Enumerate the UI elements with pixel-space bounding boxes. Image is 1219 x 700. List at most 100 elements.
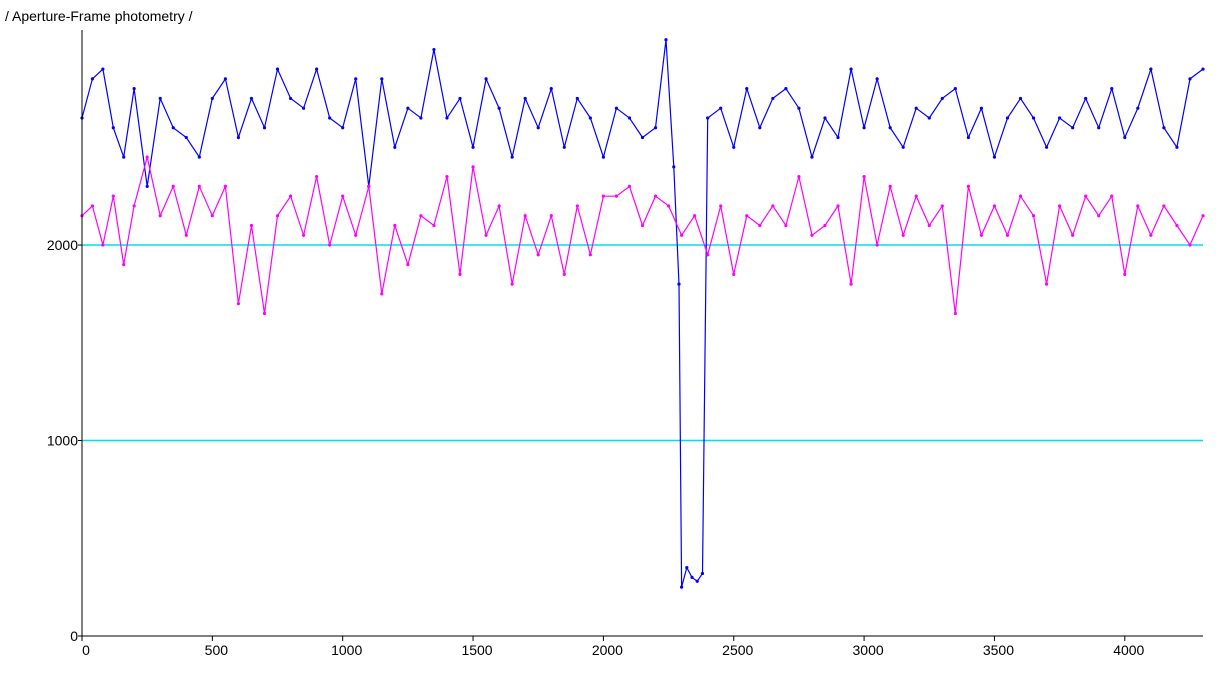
data-point (101, 67, 105, 71)
data-point (510, 155, 514, 159)
data-point (1044, 145, 1049, 149)
data-point (458, 96, 462, 101)
data-point (784, 87, 788, 91)
data-point (315, 67, 319, 71)
data-point (328, 243, 332, 247)
data-point (549, 87, 553, 91)
data-point (614, 106, 619, 110)
data-point (171, 184, 175, 188)
data-point (1031, 214, 1036, 218)
data-point (419, 214, 423, 218)
data-point (523, 214, 527, 218)
data-point (354, 77, 358, 81)
data-point (797, 175, 801, 179)
x-tick-label: 500 (205, 642, 229, 658)
data-point (706, 253, 710, 257)
x-tick-label: 2500 (722, 642, 753, 658)
data-point (406, 106, 410, 110)
y-tick-label: 2000 (47, 237, 78, 253)
data-point (341, 126, 345, 130)
data-point (210, 96, 214, 101)
data-point (1149, 67, 1153, 71)
data-point (927, 116, 931, 120)
data-point (275, 214, 280, 218)
data-point (1123, 272, 1127, 276)
data-point (1084, 96, 1088, 101)
data-point (940, 96, 944, 101)
data-point (672, 165, 676, 169)
data-point (184, 135, 188, 140)
data-point (664, 38, 668, 42)
data-point (1005, 233, 1010, 237)
data-point (875, 243, 879, 247)
data-point (471, 145, 475, 149)
data-point (562, 272, 566, 276)
data-point (1110, 194, 1114, 198)
data-point (849, 282, 853, 286)
data-point (575, 204, 579, 208)
data-point (666, 204, 671, 208)
y-tick-labels: 0 1000 2000 (47, 237, 78, 644)
data-point (836, 204, 840, 208)
data-point (706, 116, 710, 120)
data-point (1123, 135, 1127, 140)
data-point (301, 106, 306, 110)
data-point (445, 175, 449, 179)
data-point (1097, 126, 1101, 130)
data-point (888, 126, 892, 130)
data-point (797, 106, 801, 110)
data-point (262, 311, 267, 316)
data-point (145, 184, 149, 188)
data-point (458, 272, 462, 276)
data-point (419, 116, 423, 120)
data-point (158, 214, 162, 218)
data-point (627, 116, 632, 120)
data-point (1162, 126, 1166, 130)
data-point (497, 106, 501, 110)
data-point (122, 262, 126, 267)
data-point (122, 155, 126, 159)
data-point (288, 96, 293, 101)
data-point (197, 155, 201, 159)
data-point (836, 135, 840, 140)
data-point (1175, 223, 1179, 228)
data-point (1201, 214, 1205, 218)
data-point (700, 571, 705, 576)
data-point (823, 223, 827, 228)
data-point (301, 233, 306, 237)
data-point (685, 565, 689, 570)
data-point (732, 272, 736, 276)
axes (78, 30, 1203, 641)
data-point (288, 194, 293, 198)
data-point (315, 175, 319, 179)
data-point (132, 87, 136, 91)
data-point (510, 282, 514, 286)
data-point (1031, 116, 1036, 120)
data-point (693, 214, 697, 218)
data-point (536, 126, 540, 130)
x-tick-label: 2000 (592, 642, 623, 658)
data-point (640, 223, 645, 228)
data-point (101, 243, 105, 247)
data-point (914, 194, 918, 198)
data-point (588, 116, 592, 120)
reference-lines (82, 244, 1203, 442)
series-layer (80, 38, 1205, 589)
data-point (979, 233, 984, 237)
data-point (862, 126, 866, 130)
data-point (1071, 233, 1075, 237)
data-point (771, 96, 775, 101)
data-point (901, 145, 905, 149)
data-point (210, 214, 214, 218)
x-tick-label: 1500 (461, 642, 492, 658)
data-point (953, 311, 957, 316)
data-point (1018, 194, 1023, 198)
data-point (1136, 106, 1140, 110)
data-point (695, 579, 699, 583)
data-point (1005, 116, 1010, 120)
data-point (197, 184, 201, 188)
data-point (979, 106, 984, 110)
data-point (523, 96, 527, 101)
data-point (445, 116, 449, 120)
data-point (158, 96, 162, 101)
